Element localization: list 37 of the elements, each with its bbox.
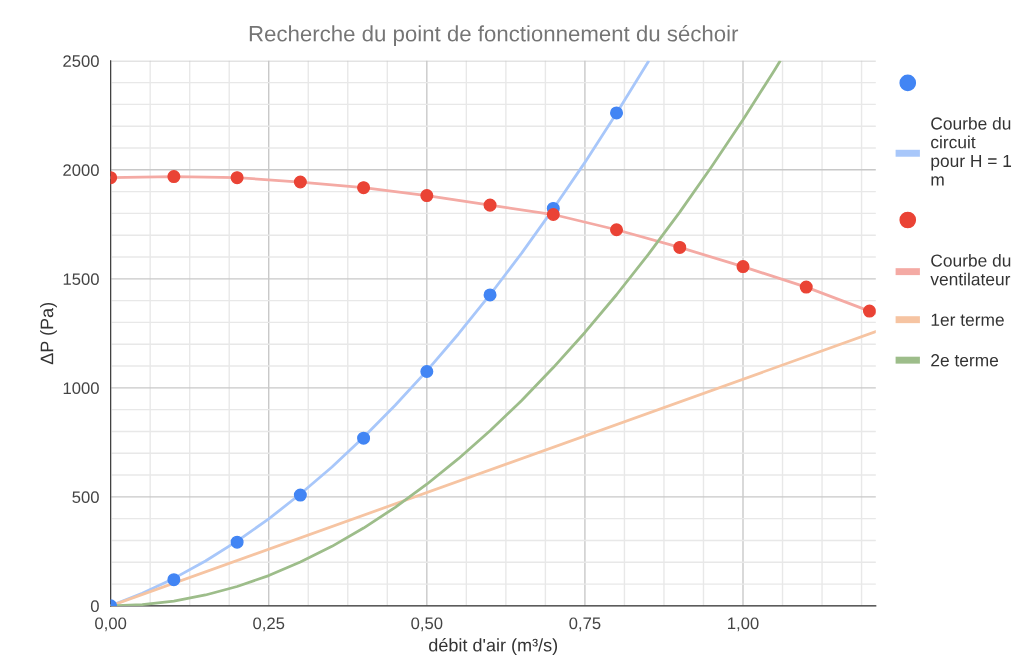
legend-label: Courbe du circuit pour H = 1 m bbox=[931, 116, 1012, 186]
point bbox=[799, 280, 813, 294]
point bbox=[293, 488, 307, 502]
point bbox=[167, 573, 181, 587]
x-tick-label: 0,25 bbox=[253, 617, 285, 632]
y-tick-label: 0 bbox=[90, 600, 99, 613]
y-tick-label: 1500 bbox=[63, 273, 99, 286]
chart-title: Recherche du point de fonctionnement du séchoir bbox=[249, 24, 739, 46]
point bbox=[610, 106, 624, 120]
y-axis-title: ΔP (Pa) bbox=[40, 303, 57, 365]
legend-label: 1er terme bbox=[931, 313, 1004, 326]
y-tick-label: 2000 bbox=[63, 164, 99, 177]
y-tick-label: 1000 bbox=[63, 382, 99, 395]
legend-label: Courbe du ventilateur bbox=[930, 253, 1011, 286]
point bbox=[610, 223, 624, 237]
point bbox=[420, 189, 434, 203]
point bbox=[357, 181, 371, 195]
point bbox=[230, 535, 244, 549]
point bbox=[483, 198, 497, 212]
point bbox=[167, 170, 181, 184]
point bbox=[736, 260, 750, 274]
x-tick-label: 0,00 bbox=[95, 617, 127, 632]
point bbox=[673, 240, 687, 254]
point bbox=[293, 175, 307, 189]
point bbox=[420, 364, 434, 378]
legend-label: 2e terme bbox=[931, 354, 999, 367]
point bbox=[546, 207, 560, 222]
point bbox=[483, 288, 497, 302]
x-axis-title: débit d'air (m³/s) bbox=[429, 638, 558, 656]
x-tick-label: 0,75 bbox=[569, 617, 601, 632]
y-tick-label: 500 bbox=[72, 491, 99, 504]
x-tick-label: 0,50 bbox=[411, 617, 443, 632]
x-tick-label: 1,00 bbox=[728, 617, 759, 632]
point bbox=[357, 431, 371, 445]
y-tick-label: 2500 bbox=[63, 55, 99, 67]
point bbox=[862, 304, 876, 318]
point bbox=[230, 171, 244, 185]
